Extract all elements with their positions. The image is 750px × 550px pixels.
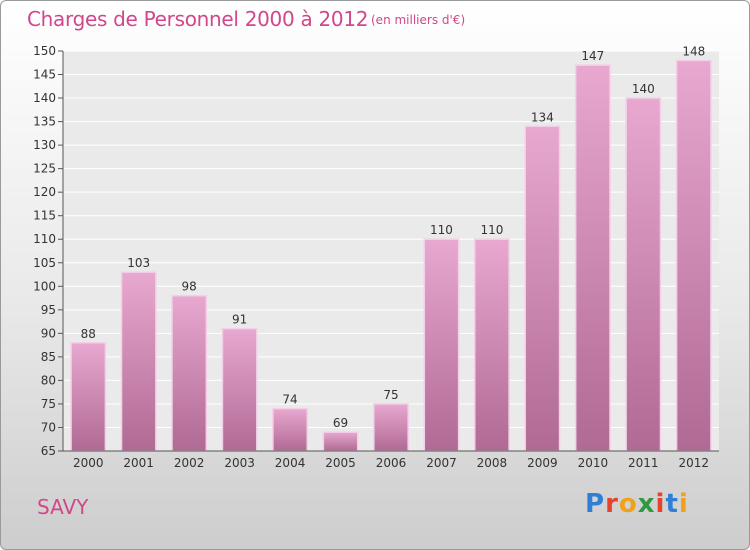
bar-2008 <box>474 238 510 452</box>
bar-2006 <box>373 403 409 452</box>
logo-letter: P <box>585 489 606 519</box>
data-label-2012: 148 <box>682 44 705 58</box>
data-label-2002: 98 <box>182 280 197 294</box>
x-tick-label-2000: 2000 <box>73 456 104 470</box>
y-tick-label: 95 <box>41 303 56 317</box>
x-tick-label-2010: 2010 <box>578 456 609 470</box>
x-tick-label-2005: 2005 <box>325 456 356 470</box>
logo-letter: i <box>655 489 666 519</box>
logo-letter: o <box>618 489 638 519</box>
bar-2007 <box>423 238 460 452</box>
bar-2004 <box>272 407 308 452</box>
y-tick-label: 140 <box>33 91 56 105</box>
bar-2009 <box>524 125 561 452</box>
data-label-2000: 88 <box>81 327 96 341</box>
data-label-2009: 134 <box>531 110 554 124</box>
x-tick-label-2002: 2002 <box>174 456 205 470</box>
x-tick-label-2001: 2001 <box>123 456 154 470</box>
bar-2005 <box>322 431 359 452</box>
bar-2002 <box>171 294 208 452</box>
y-tick-label: 125 <box>33 162 56 176</box>
logo-letter: t <box>665 489 679 519</box>
y-tick-label: 115 <box>33 209 56 223</box>
data-label-2005: 69 <box>333 416 348 430</box>
y-tick-label: 65 <box>41 444 56 458</box>
commune-name: SAVY <box>37 495 89 519</box>
y-tick-label: 105 <box>33 256 56 270</box>
y-tick-label: 130 <box>33 138 56 152</box>
bar-2003 <box>221 327 258 452</box>
x-axis: 2000 2001 2002 2003 2004 2005 2006 2007 2008 2009… <box>63 450 719 470</box>
data-label-2003: 91 <box>232 313 247 327</box>
bar-2001 <box>120 271 157 452</box>
x-tick-label-2012: 2012 <box>678 456 709 470</box>
x-tick-label-2007: 2007 <box>426 456 457 470</box>
y-tick-label: 90 <box>41 326 56 340</box>
proxiti-logo[interactable]: Proxiti <box>585 489 689 519</box>
logo-letter: r <box>605 489 619 519</box>
x-tick-label-2009: 2009 <box>527 456 558 470</box>
data-label-2001: 103 <box>127 256 150 270</box>
data-label-2004: 74 <box>282 393 297 407</box>
data-label-2008: 110 <box>480 223 503 237</box>
y-tick-label: 100 <box>33 279 56 293</box>
x-tick-label-2004: 2004 <box>275 456 306 470</box>
data-label-2007: 110 <box>430 223 453 237</box>
x-tick-label-2003: 2003 <box>224 456 255 470</box>
bar-2011 <box>625 97 662 452</box>
data-label-2006: 75 <box>383 388 398 402</box>
chart-unit: (en milliers d'€) <box>371 13 466 27</box>
y-axis: 65 70 75 80 85 90 95 100 105 110 115 120 125 130 135 14… <box>33 44 64 458</box>
y-tick-label: 75 <box>41 397 56 411</box>
data-label-2011: 140 <box>632 82 655 96</box>
y-tick-label: 70 <box>41 420 56 434</box>
y-tick-label: 120 <box>33 185 56 199</box>
y-tick-label: 110 <box>33 232 56 246</box>
chart-title: Charges de Personnel 2000 à 2012 <box>27 7 369 31</box>
logo-letter: x <box>637 489 656 519</box>
bar-2000 <box>70 342 107 452</box>
x-tick-label-2011: 2011 <box>628 456 659 470</box>
x-tick-label-2006: 2006 <box>376 456 407 470</box>
y-tick-label: 145 <box>33 68 56 82</box>
x-tick-label-2008: 2008 <box>477 456 508 470</box>
y-tick-label: 150 <box>33 44 56 58</box>
bar-2012 <box>675 59 712 452</box>
logo-letter: i <box>678 489 689 519</box>
y-tick-label: 85 <box>41 350 56 364</box>
y-tick-label: 135 <box>33 115 56 129</box>
y-tick-label: 80 <box>41 373 56 387</box>
bar-2010 <box>574 64 611 452</box>
data-label-2010: 147 <box>581 49 604 63</box>
